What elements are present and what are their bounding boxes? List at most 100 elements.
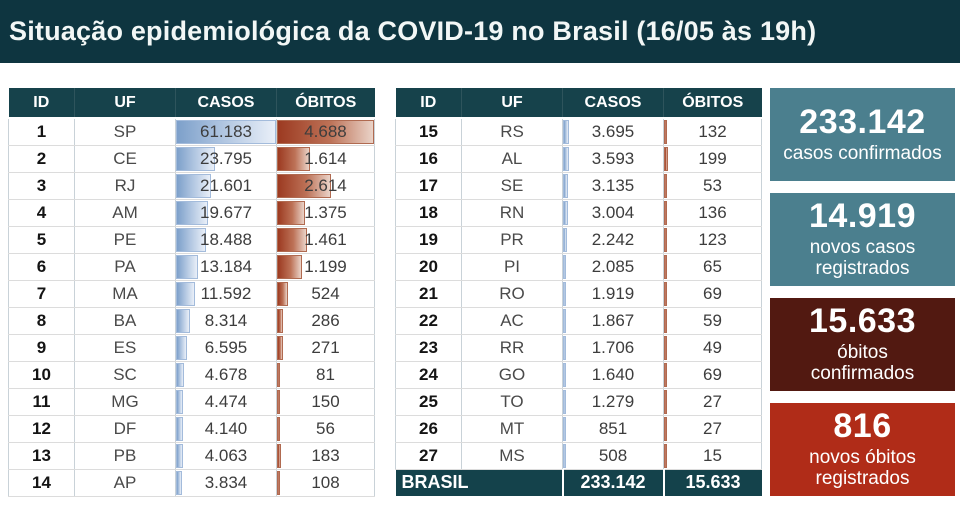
state-id: 12 <box>8 415 75 443</box>
state-casos: 1.919 <box>562 280 664 308</box>
state-casos: 11.592 <box>175 280 277 308</box>
state-uf: PB <box>74 442 176 470</box>
state-row: 10 SC 4.678 81 <box>8 361 375 389</box>
state-uf: SE <box>461 172 563 200</box>
total-label: BRASIL <box>395 468 563 496</box>
state-obitos: 81 <box>276 361 375 389</box>
col-header-obitos: ÓBITOS <box>276 88 375 119</box>
obitos-databar <box>277 416 280 441</box>
obitos-databar <box>664 120 667 144</box>
kpi-value: 233.142 <box>799 103 926 142</box>
state-obitos: 1.461 <box>276 226 375 254</box>
state-obitos: 49 <box>663 334 762 362</box>
state-obitos: 136 <box>663 199 762 227</box>
state-uf: MT <box>461 415 563 443</box>
state-id: 9 <box>8 334 75 362</box>
state-uf: AM <box>74 199 176 227</box>
state-row: 24 GO 1.640 69 <box>395 361 762 389</box>
table-header-row: ID UF CASOS ÓBITOS <box>8 88 375 119</box>
state-uf: SC <box>74 361 176 389</box>
state-casos: 3.004 <box>562 199 664 227</box>
casos-databar <box>176 335 187 360</box>
obitos-databar <box>664 443 667 468</box>
state-casos: 4.063 <box>175 442 277 470</box>
obitos-databar <box>664 146 669 171</box>
state-row: 8 BA 8.314 286 <box>8 307 375 335</box>
brasil-total-row: BRASIL 233.142 15.633 <box>395 468 762 496</box>
state-uf: ES <box>74 334 176 362</box>
state-id: 2 <box>8 145 75 173</box>
state-casos: 4.140 <box>175 415 277 443</box>
obitos-databar <box>664 308 667 333</box>
state-id: 26 <box>395 415 462 443</box>
state-obitos: 1.614 <box>276 145 375 173</box>
casos-databar <box>176 146 215 171</box>
state-casos: 851 <box>562 415 664 443</box>
casos-databar <box>563 389 566 414</box>
casos-databar <box>563 308 567 333</box>
state-id: 3 <box>8 172 75 200</box>
state-id: 21 <box>395 280 462 308</box>
state-row: 23 RR 1.706 49 <box>395 334 762 362</box>
casos-databar <box>176 200 209 225</box>
obitos-databar <box>277 389 281 414</box>
state-id: 20 <box>395 253 462 281</box>
state-id: 18 <box>395 199 462 227</box>
state-row: 9 ES 6.595 271 <box>8 334 375 362</box>
state-uf: PR <box>461 226 563 254</box>
page-title: Situação epidemiológica da COVID-19 no B… <box>9 16 817 46</box>
state-casos: 8.314 <box>175 307 277 335</box>
state-row: 21 RO 1.919 69 <box>395 280 762 308</box>
state-uf: SP <box>74 118 176 146</box>
state-obitos: 271 <box>276 334 375 362</box>
state-row: 12 DF 4.140 56 <box>8 415 375 443</box>
obitos-databar <box>277 120 374 144</box>
obitos-databar <box>664 335 667 360</box>
state-row: 13 PB 4.063 183 <box>8 442 375 470</box>
state-id: 8 <box>8 307 75 335</box>
states-table-right: ID UF CASOS ÓBITOS 15 RS 3.695 132 16 AL 3.593… <box>395 88 762 496</box>
state-id: 27 <box>395 442 462 470</box>
state-row: 3 RJ 21.601 2.614 <box>8 172 375 200</box>
total-obitos: 15.633 <box>662 468 762 496</box>
obitos-databar <box>277 173 332 198</box>
state-id: 25 <box>395 388 462 416</box>
casos-databar <box>563 362 566 387</box>
casos-databar <box>176 443 183 468</box>
state-id: 6 <box>8 253 75 281</box>
state-id: 13 <box>8 442 75 470</box>
casos-databar <box>176 362 184 387</box>
state-id: 19 <box>395 226 462 254</box>
state-casos: 4.474 <box>175 388 277 416</box>
state-row: 15 RS 3.695 132 <box>395 118 762 146</box>
state-uf: RN <box>461 199 563 227</box>
obitos-databar <box>277 335 283 360</box>
obitos-databar <box>664 389 667 414</box>
casos-databar <box>176 308 190 333</box>
state-row: 27 MS 508 15 <box>395 442 762 470</box>
casos-databar <box>176 416 183 441</box>
state-obitos: 132 <box>663 118 762 146</box>
state-obitos: 1.199 <box>276 253 375 281</box>
state-id: 23 <box>395 334 462 362</box>
state-casos: 4.678 <box>175 361 277 389</box>
obitos-databar <box>664 200 667 225</box>
casos-databar <box>563 281 567 306</box>
kpi-card-obitos-confirmados: 15.633 óbitos confirmados <box>770 298 955 391</box>
state-casos: 61.183 <box>175 118 277 146</box>
state-casos: 23.795 <box>175 145 277 173</box>
state-obitos: 286 <box>276 307 375 335</box>
state-obitos: 4.688 <box>276 118 375 146</box>
state-id: 11 <box>8 388 75 416</box>
page-title-bar: Situação epidemiológica da COVID-19 no B… <box>0 0 960 63</box>
state-uf: AL <box>461 145 563 173</box>
state-row: 7 MA 11.592 524 <box>8 280 375 308</box>
state-casos: 2.242 <box>562 226 664 254</box>
kpi-label: novos óbitos registrados <box>809 447 916 490</box>
state-row: 18 RN 3.004 136 <box>395 199 762 227</box>
state-obitos: 183 <box>276 442 375 470</box>
col-header-casos: CASOS <box>175 88 277 119</box>
state-id: 15 <box>395 118 462 146</box>
state-uf: CE <box>74 145 176 173</box>
obitos-databar <box>277 470 280 495</box>
